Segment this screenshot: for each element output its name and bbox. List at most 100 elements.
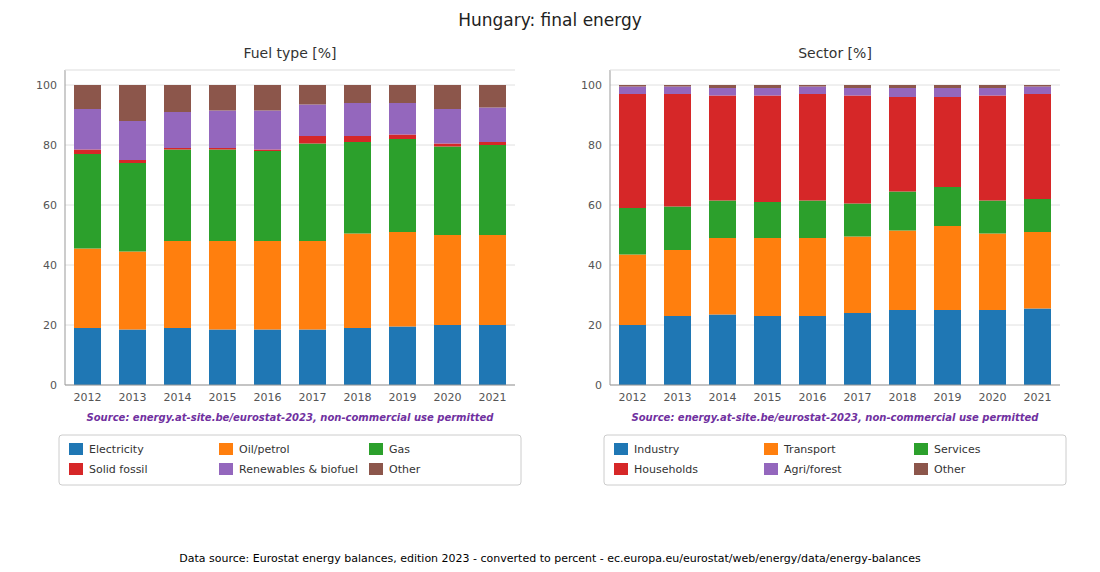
legend-swatch	[764, 463, 778, 475]
bar-segment	[889, 192, 916, 231]
bar-segment	[754, 85, 781, 88]
chart-panel: Fuel type [%]020406080100201220132014201…	[36, 45, 521, 485]
bar-segment	[619, 85, 646, 87]
legend-box	[604, 435, 1066, 485]
bar-segment	[889, 97, 916, 192]
x-tick-label: 2016	[254, 391, 282, 404]
bar-segment	[889, 231, 916, 311]
legend-label: Renewables & biofuel	[239, 463, 358, 476]
legend-swatch	[219, 443, 233, 455]
bar-segment	[754, 202, 781, 238]
legend: ElectricityOil/petrolGasSolid fossilRene…	[59, 435, 521, 485]
bar-segment	[479, 235, 506, 325]
bar-segment	[754, 238, 781, 316]
background	[0, 0, 1100, 572]
legend-label: Solid fossil	[89, 463, 147, 476]
bar-segment	[344, 85, 371, 103]
y-tick-label: 60	[588, 199, 602, 212]
bar-segment	[934, 97, 961, 187]
bar-segment	[709, 315, 736, 386]
bar-segment	[934, 310, 961, 385]
x-tick-label: 2016	[799, 391, 827, 404]
bar-segment	[434, 85, 461, 109]
y-tick-label: 100	[581, 79, 602, 92]
x-tick-label: 2021	[479, 391, 507, 404]
bar-segment	[299, 144, 326, 242]
bar-segment	[799, 201, 826, 239]
x-tick-label: 2019	[934, 391, 962, 404]
footer-text: Data source: Eurostat energy balances, e…	[179, 552, 921, 565]
bar-segment	[979, 88, 1006, 96]
bar-segment	[164, 148, 191, 150]
bar-segment	[434, 235, 461, 325]
x-tick-label: 2015	[209, 391, 237, 404]
legend: IndustryTransportServicesHouseholdsAgri/…	[604, 435, 1066, 485]
bar-segment	[434, 109, 461, 144]
legend-swatch	[914, 443, 928, 455]
bar-segment	[934, 226, 961, 310]
bar-segment	[479, 145, 506, 235]
bar-segment	[934, 187, 961, 226]
bar-segment	[434, 144, 461, 147]
bar-segment	[799, 238, 826, 316]
legend-swatch	[764, 443, 778, 455]
bar-segment	[209, 85, 236, 111]
bar-segment	[389, 135, 416, 140]
bar-segment	[74, 328, 101, 385]
bar-segment	[434, 325, 461, 385]
legend-label: Agri/forest	[784, 463, 842, 476]
main-title: Hungary: final energy	[458, 10, 642, 30]
bar-segment	[709, 96, 736, 201]
legend-swatch	[614, 463, 628, 475]
x-tick-label: 2018	[889, 391, 917, 404]
bar-segment	[934, 85, 961, 88]
bar-segment	[254, 330, 281, 386]
bar-segment	[119, 85, 146, 121]
legend-label: Transport	[783, 443, 836, 456]
bar-segment	[119, 160, 146, 163]
bar-segment	[1024, 94, 1051, 199]
bar-segment	[799, 316, 826, 385]
bar-segment	[344, 234, 371, 329]
x-tick-label: 2020	[434, 391, 462, 404]
bar-segment	[664, 207, 691, 251]
bar-segment	[844, 237, 871, 314]
bar-segment	[344, 328, 371, 385]
legend-label: Oil/petrol	[239, 443, 290, 456]
y-axis-line	[610, 70, 611, 385]
x-tick-label: 2012	[74, 391, 102, 404]
y-tick-label: 100	[36, 79, 57, 92]
legend-swatch	[219, 463, 233, 475]
chart-panel: Sector [%]020406080100201220132014201520…	[581, 45, 1066, 485]
bar-segment	[389, 139, 416, 232]
y-tick-label: 60	[43, 199, 57, 212]
bar-segment	[799, 85, 826, 87]
source-text: Source: energy.at-site.be/eurostat-2023,…	[87, 412, 495, 423]
legend-swatch	[614, 443, 628, 455]
bar-segment	[389, 232, 416, 327]
x-tick-label: 2017	[299, 391, 327, 404]
bar-segment	[889, 310, 916, 385]
bar-segment	[389, 103, 416, 135]
x-axis-line	[610, 385, 1060, 386]
bar-segment	[209, 330, 236, 386]
bar-segment	[344, 136, 371, 142]
bar-segment	[74, 85, 101, 109]
bar-segment	[844, 96, 871, 204]
bar-segment	[979, 201, 1006, 234]
bar-segment	[889, 88, 916, 97]
bar-segment	[1024, 199, 1051, 232]
bar-segment	[979, 310, 1006, 385]
legend-label: Industry	[634, 443, 680, 456]
y-tick-label: 40	[43, 259, 57, 272]
bar-segment	[254, 241, 281, 330]
y-tick-label: 80	[588, 139, 602, 152]
bars	[619, 85, 1051, 385]
bar-segment	[299, 85, 326, 105]
chart-root: Hungary: final energy Data source: Eurost…	[0, 0, 1100, 572]
y-tick-label: 20	[43, 319, 57, 332]
legend-label: Households	[634, 463, 698, 476]
bar-segment	[74, 249, 101, 329]
bar-segment	[889, 85, 916, 88]
bar-segment	[979, 96, 1006, 201]
